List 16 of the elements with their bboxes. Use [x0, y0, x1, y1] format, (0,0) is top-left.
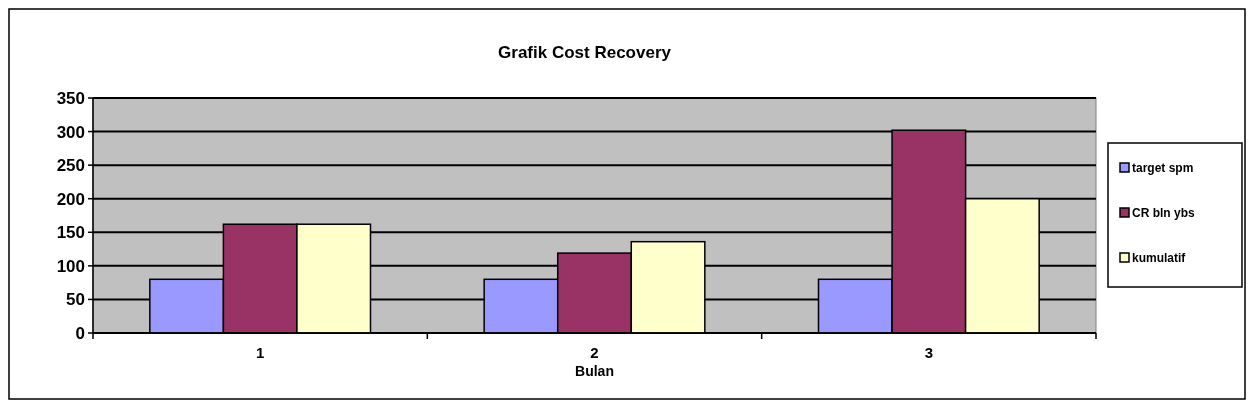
y-tick-label: 200: [56, 189, 85, 209]
x-tick-label: 1: [255, 344, 265, 361]
y-tick-label: 50: [66, 290, 85, 310]
y-tick-label: 350: [56, 88, 85, 108]
y-tick-label: 250: [56, 156, 85, 176]
x-tick-label: 3: [924, 344, 934, 361]
y-tick-label: 100: [56, 256, 85, 276]
x-axis-title: Bulan: [575, 363, 614, 379]
x-tick-label: 2: [590, 344, 599, 361]
legend-label: target spm: [1132, 161, 1194, 176]
y-tick-label: 150: [56, 223, 85, 243]
y-tick-label: 0: [75, 323, 85, 343]
legend-label: CR bln ybs: [1132, 206, 1195, 221]
chart-title: Grafik Cost Recovery: [498, 43, 672, 62]
y-tick-label: 300: [56, 122, 85, 142]
legend-label: kumulatif: [1132, 251, 1187, 266]
